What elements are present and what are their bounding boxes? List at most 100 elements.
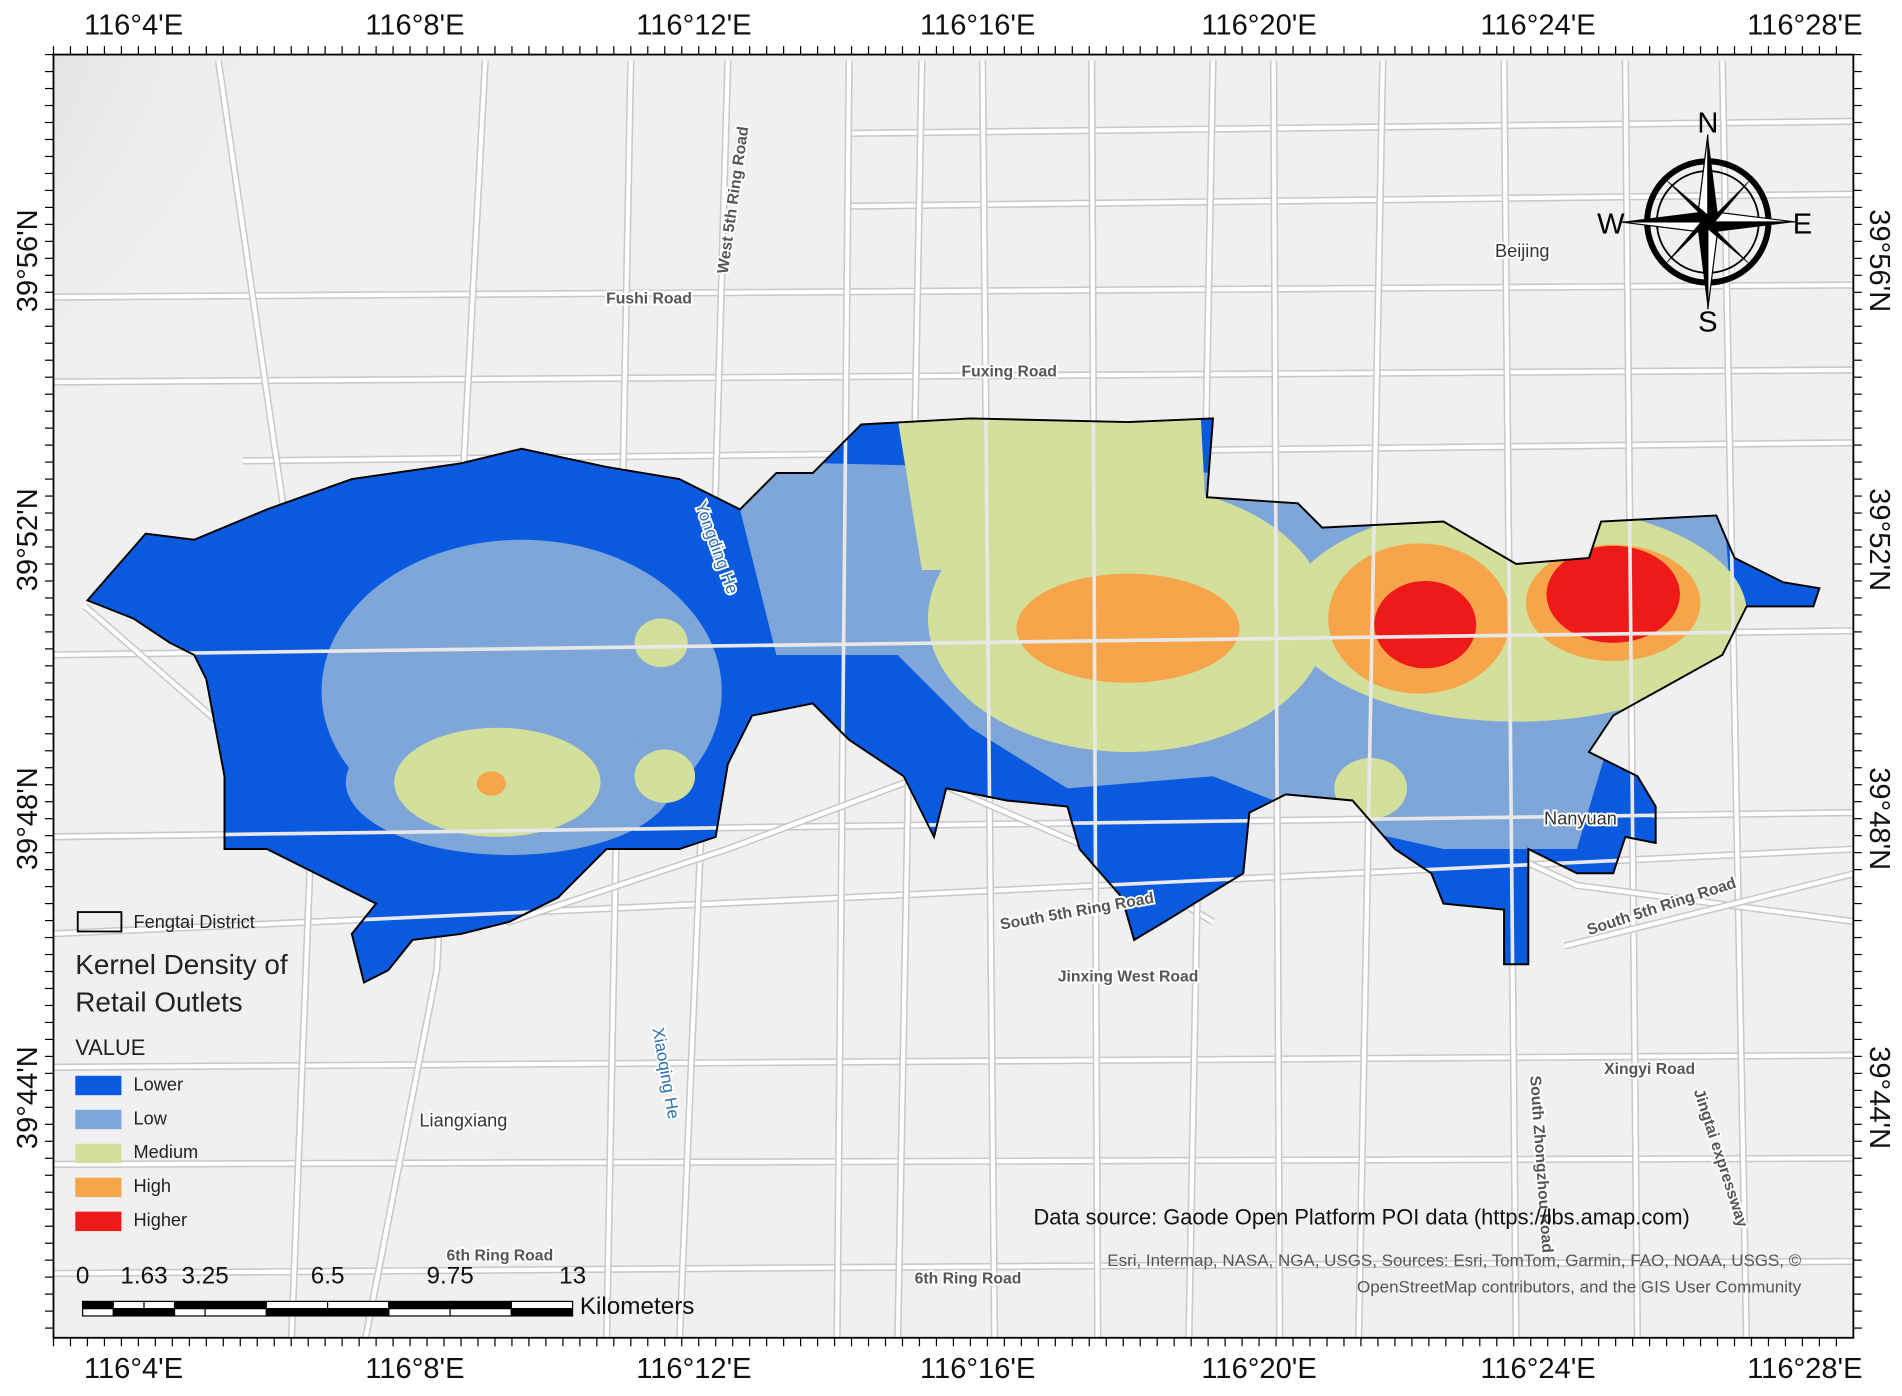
road: [849, 119, 1854, 136]
credits: Data source: Gaode Open Platform POI dat…: [1033, 1205, 1801, 1297]
latitude-label: 39°48'N: [1863, 767, 1895, 870]
density-high: [476, 771, 506, 796]
latitude-label: 39°56'N: [1863, 209, 1895, 312]
longitude-label: 116°8'E: [365, 1353, 464, 1385]
road-label: 6th Ring Road: [446, 1248, 553, 1265]
place-label: Nanyuan: [1544, 809, 1617, 829]
road-label: Jinxing West Road: [1058, 969, 1199, 986]
longitude-label: 116°12'E: [636, 9, 751, 41]
scale-tick-label: 13: [559, 1263, 586, 1290]
longitude-label: 116°20'E: [1201, 9, 1316, 41]
scale-segment: [510, 1300, 574, 1310]
scale-segment: [143, 1300, 176, 1310]
district-boundary: [85, 417, 1821, 984]
scale-segment: [265, 1300, 329, 1310]
scale-segment: [326, 1308, 390, 1317]
scale-segment: [510, 1308, 574, 1317]
road: [1502, 418, 1519, 983]
compass-north: N: [1697, 108, 1718, 140]
road-label: Fushi Road: [606, 291, 692, 308]
scale-tick-label: 9.75: [426, 1263, 473, 1290]
place-label: Beijing: [1495, 241, 1550, 261]
density-higher: [1546, 545, 1680, 643]
road: [835, 418, 851, 983]
legend-swatch: [75, 1075, 122, 1096]
legend: Fengtai District Kernel Density of Retai…: [75, 911, 288, 1232]
road: [980, 418, 997, 983]
road: [53, 1053, 1854, 1070]
road-label: Xingyi Road: [1604, 1061, 1695, 1078]
density-medium: [634, 749, 696, 803]
longitude-label: 116°16'E: [920, 9, 1035, 41]
road-label: 6th Ring Road: [915, 1271, 1022, 1288]
longitude-label: 116°20'E: [1201, 1353, 1316, 1385]
scale-tick-label: 0: [76, 1263, 90, 1290]
scale-segment: [265, 1308, 329, 1317]
data-source: Data source: Gaode Open Platform POI dat…: [1033, 1205, 1689, 1230]
compass-east: E: [1793, 208, 1812, 240]
legend-label: Medium: [134, 1142, 199, 1162]
latitude-label: 39°44'N: [1863, 1046, 1895, 1149]
scale-tick-label: 1.63: [120, 1263, 167, 1290]
legend-label: Lower: [134, 1074, 184, 1094]
longitude-label: 116°24'E: [1480, 9, 1595, 41]
longitude-label: 116°8'E: [365, 9, 464, 41]
longitude-label: 116°4'E: [84, 1353, 183, 1385]
scale-segment: [326, 1300, 390, 1310]
latitude-label: 39°52'N: [12, 488, 44, 591]
compass-point: [1707, 221, 1754, 269]
road: [1623, 418, 1640, 983]
density-medium: [897, 418, 1207, 571]
road: [53, 367, 1854, 385]
longitude-label: 116°16'E: [920, 1353, 1035, 1385]
density-high: [1016, 573, 1240, 683]
scale-segment: [81, 1308, 114, 1317]
scale-segment: [173, 1308, 206, 1317]
scale-tick-label: 3.25: [181, 1263, 228, 1290]
latitude-label: 39°48'N: [12, 767, 44, 870]
density-medium: [634, 618, 688, 668]
road-label: Fuxing Road: [962, 364, 1057, 381]
legend-label: Higher: [134, 1210, 188, 1230]
road: [53, 1259, 1854, 1276]
density-higher: [1374, 580, 1477, 669]
boundary-swatch: [76, 911, 123, 933]
legend-swatch: [75, 1109, 122, 1130]
road: [849, 191, 1854, 209]
scale-segment: [388, 1300, 451, 1310]
scale-segment: [112, 1300, 145, 1310]
latitude-label: 39°44'N: [12, 1046, 44, 1149]
longitude-label: 116°28'E: [1747, 9, 1862, 41]
legend-swatch: [75, 1211, 122, 1232]
scale-segment: [204, 1308, 267, 1317]
road: [677, 60, 730, 1338]
graticule-labels: 116°4'E 116°4'E 116°8'E 116°8'E 116°12'E 116°…: [12, 9, 1895, 1385]
scale-segment: [143, 1308, 176, 1317]
scale-bar: 0 1.63 3.25 6.5 9.75 13 Kilometers: [76, 1263, 695, 1320]
scale-unit: Kilometers: [580, 1293, 695, 1320]
scale-segment: [449, 1300, 512, 1310]
legend-title: Retail Outlets: [75, 987, 242, 1018]
longitude-label: 116°12'E: [636, 1353, 751, 1385]
legend-label: Low: [134, 1108, 168, 1128]
frame-ticks: [44, 46, 1862, 1347]
road: [1356, 418, 1385, 983]
scale-segment: [449, 1308, 512, 1317]
boundary-label: Fengtai District: [134, 912, 255, 932]
place-label: Liangxiang: [419, 1111, 507, 1131]
road: [53, 1156, 1854, 1167]
road: [87, 628, 1820, 657]
road: [1089, 418, 1100, 983]
attribution: OpenStreetMap contributors, and the GIS …: [1357, 1278, 1802, 1297]
longitude-label: 116°28'E: [1747, 1353, 1862, 1385]
longitude-label: 116°24'E: [1480, 1353, 1595, 1385]
latitude-label: 39°52'N: [1863, 488, 1895, 591]
road: [363, 60, 488, 1338]
legend-field: VALUE: [75, 1035, 145, 1060]
compass-south: S: [1698, 307, 1717, 339]
compass-point: [1698, 221, 1708, 310]
